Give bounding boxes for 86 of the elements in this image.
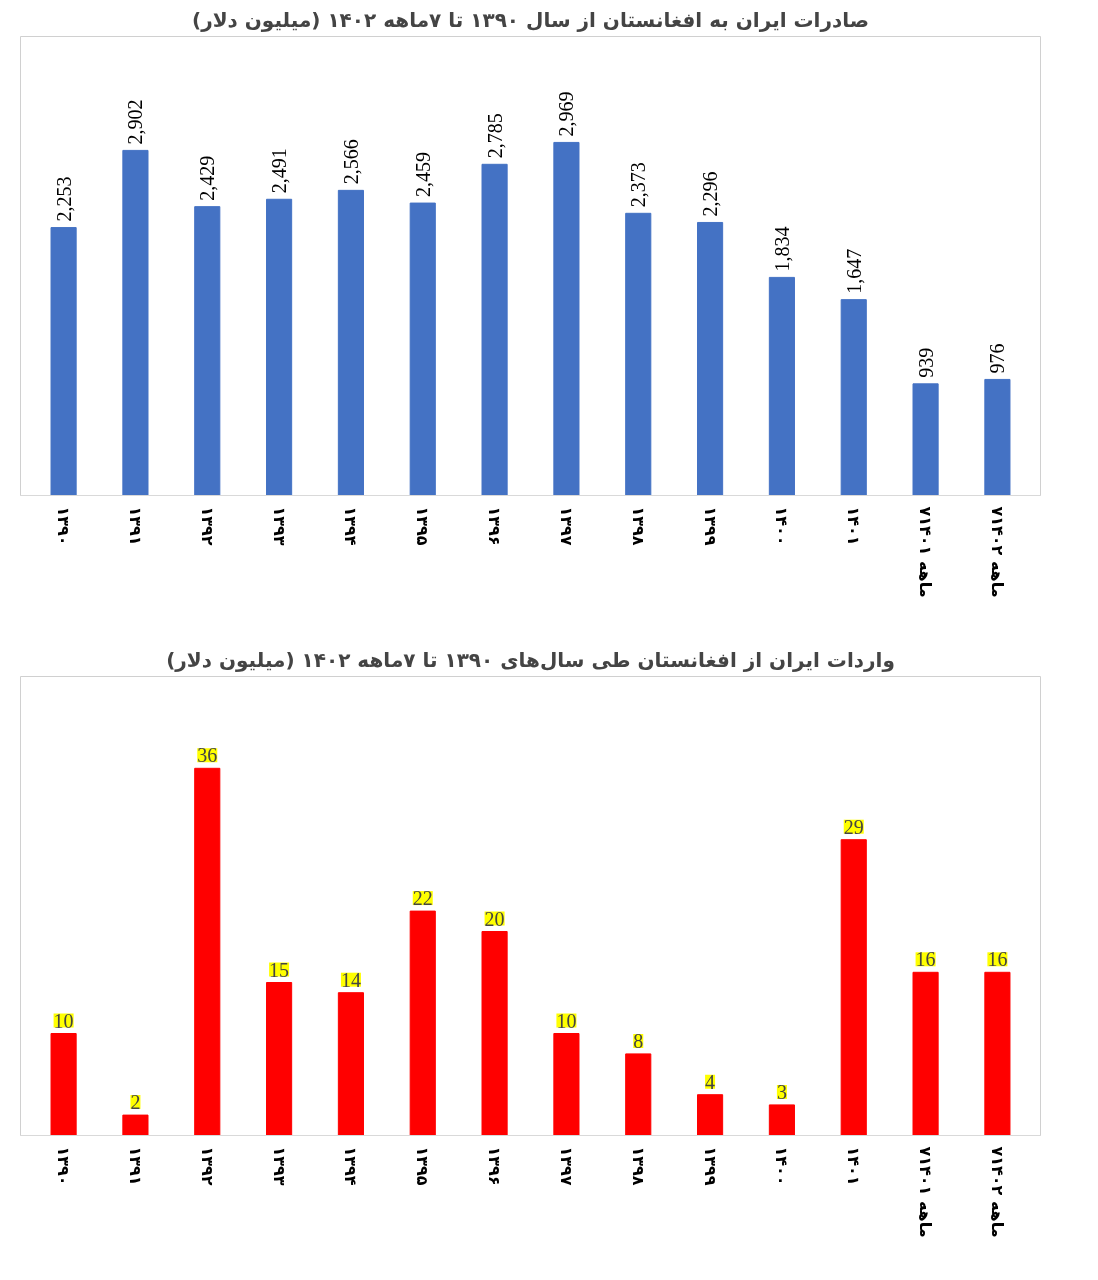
data-label: 939	[914, 347, 937, 378]
data-label: 2,969	[555, 91, 578, 137]
x-tick-label: ۱۳۹۶	[485, 1146, 505, 1186]
bar	[50, 1033, 77, 1136]
data-label: 22	[412, 887, 433, 910]
x-tick-label: ۱۳۹۲	[197, 506, 217, 546]
x-tick-label: ۷ماهه ۱۴۰۱	[916, 1146, 936, 1238]
data-label: 2,429	[196, 155, 219, 201]
bar	[840, 299, 867, 496]
x-tick-label: ۱۳۹۷	[556, 1146, 576, 1186]
bar	[481, 931, 508, 1136]
chart-title: واردات ایران از افغانستان طی سال‌های ۱۳۹۰ تا ۷ماهه ۱۴۰۲ (میلیون دلار)	[166, 647, 895, 672]
data-label: 1,647	[842, 248, 865, 294]
bar	[122, 1114, 149, 1136]
x-tick-label: ۱۳۹۷	[556, 506, 576, 546]
x-tick-label: ۱۴۰۰	[772, 506, 792, 546]
x-tick-label: ۷ماهه ۱۴۰۱	[916, 506, 936, 598]
data-label: 2,566	[339, 139, 362, 185]
bar	[481, 163, 508, 496]
x-tick-label: ۱۳۹۱	[125, 506, 145, 546]
data-label: 36	[197, 744, 218, 767]
x-tick-label: ۱۳۹۱	[125, 1146, 145, 1186]
bar	[553, 1033, 580, 1136]
x-tick-label: ۱۳۹۴	[341, 506, 361, 546]
data-label: 3	[776, 1080, 787, 1103]
x-tick-label: ۱۳۹۰	[54, 1146, 74, 1186]
bar	[553, 141, 580, 496]
x-tick-label: ۱۳۹۵	[413, 506, 433, 546]
bar	[337, 189, 364, 496]
data-label: 8	[633, 1029, 644, 1052]
x-tick-label: ۱۳۹۸	[628, 1146, 648, 1186]
data-label: 2,296	[699, 171, 722, 217]
x-tick-label: ۱۳۹۸	[628, 506, 648, 546]
x-tick-label: ۱۴۰۰	[772, 1146, 792, 1186]
bar	[840, 839, 867, 1136]
bar	[768, 1104, 795, 1136]
x-tick-label: ۷ماهه ۱۴۰۲	[987, 506, 1007, 598]
chart-title: صادرات ایران به افغانستان از سال ۱۳۹۰ تا ۷ماهه ۱۴۰۲ (میلیون دلار)	[192, 7, 870, 32]
bar	[697, 1094, 724, 1136]
data-label: 2,373	[627, 162, 650, 208]
data-label: 4	[705, 1070, 716, 1093]
bar	[50, 227, 77, 496]
data-label: 1,834	[770, 226, 793, 272]
bar	[194, 767, 221, 1136]
bar	[266, 198, 293, 496]
x-tick-label: ۱۳۹۹	[700, 506, 720, 546]
x-tick-label: ۱۴۰۱	[844, 1146, 864, 1186]
x-tick-label: ۱۳۹۳	[269, 506, 289, 546]
x-tick-label: ۱۳۹۶	[485, 506, 505, 546]
data-label: 10	[53, 1009, 74, 1032]
data-label: 2,902	[124, 99, 147, 145]
x-tick-label: ۱۳۹۳	[269, 1146, 289, 1186]
data-label: 2,785	[483, 113, 506, 159]
data-label: 20	[484, 907, 505, 930]
x-tick-label: ۱۳۹۴	[341, 1146, 361, 1186]
data-label: 2	[130, 1091, 141, 1114]
bar	[194, 206, 221, 496]
x-tick-label: ۱۳۹۰	[54, 506, 74, 546]
data-label: 16	[915, 948, 936, 971]
data-label: 29	[843, 815, 864, 838]
x-tick-label: ۷ماهه ۱۴۰۲	[987, 1146, 1007, 1238]
bar	[912, 383, 939, 496]
bar	[337, 992, 364, 1136]
data-label: 2,253	[52, 176, 75, 222]
data-label: 14	[340, 968, 361, 991]
x-tick-label: ۱۳۹۹	[700, 1146, 720, 1186]
bar	[912, 971, 939, 1136]
data-label: 10	[556, 1009, 577, 1032]
bar	[625, 1053, 652, 1136]
bar	[122, 149, 149, 496]
data-label: 15	[269, 958, 290, 981]
data-label: 976	[986, 343, 1009, 374]
x-tick-label: ۱۳۹۲	[197, 1146, 217, 1186]
data-label: 2,459	[411, 152, 434, 198]
bar	[768, 276, 795, 496]
bar	[409, 910, 436, 1136]
data-label: 2,491	[268, 148, 291, 194]
bar	[697, 221, 724, 496]
bar	[984, 971, 1011, 1136]
x-tick-label: ۱۴۰۱	[844, 506, 864, 546]
x-tick-label: ۱۳۹۵	[413, 1146, 433, 1186]
bar	[409, 202, 436, 496]
bar	[984, 378, 1011, 496]
data-label: 16	[987, 948, 1008, 971]
bar	[266, 982, 293, 1136]
bar	[625, 212, 652, 496]
